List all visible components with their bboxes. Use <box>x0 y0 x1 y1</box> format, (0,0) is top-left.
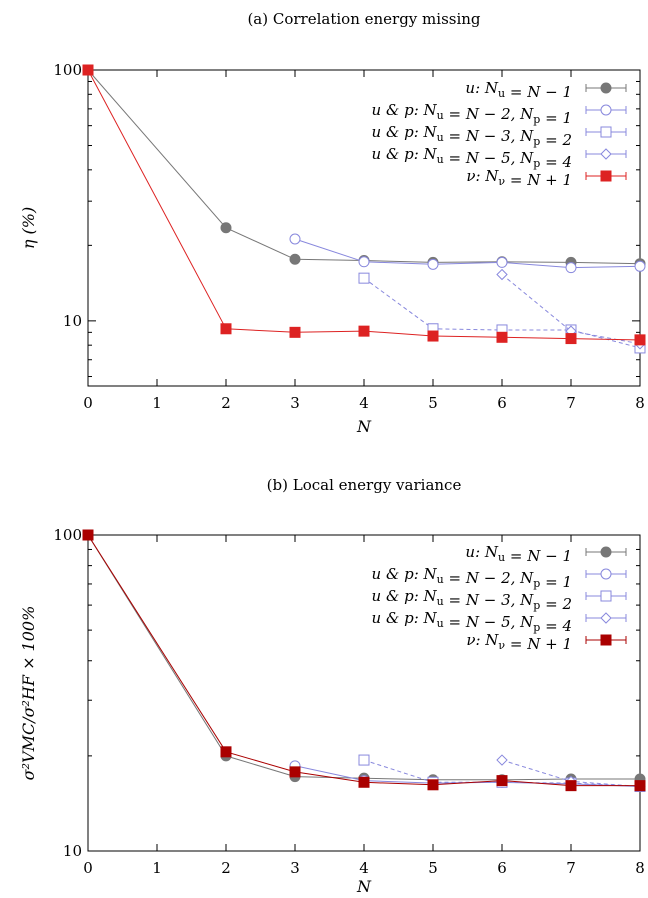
legend-marker <box>600 568 612 580</box>
chart-b-xlabel: N <box>356 877 372 896</box>
data-point <box>220 746 232 758</box>
x-tick-label: 0 <box>83 394 93 412</box>
data-point <box>358 272 370 284</box>
legend-marker <box>600 82 612 94</box>
chart-a-title: (a) Correlation energy missing <box>247 10 480 28</box>
series-line-1 <box>87 534 640 781</box>
chart-b-legend: u: Nu = N − 1u & p: Nu = N − 2, Np = 1u … <box>372 543 627 653</box>
chart-a-ylabel: η (%) <box>19 207 38 249</box>
x-tick-label: 2 <box>221 394 231 412</box>
chart-b-ticks: 0 1 2 3 4 5 6 7 8 10 100 <box>53 526 644 877</box>
data-point <box>427 330 439 342</box>
data-point <box>358 754 370 766</box>
x-tick-label: 7 <box>566 394 576 412</box>
legend-marker <box>600 546 612 558</box>
data-point <box>82 64 94 76</box>
x-tick-label: 6 <box>497 394 507 412</box>
series-line-5 <box>87 534 640 787</box>
series-line-1 <box>87 69 641 265</box>
data-point <box>289 233 301 245</box>
data-point <box>358 776 370 788</box>
legend-label: u & p: Nu = N − 3, Np = 2 <box>372 123 572 149</box>
data-point <box>358 325 370 337</box>
x-tick-label: 3 <box>290 859 300 877</box>
data-point <box>634 780 646 792</box>
chart-a-series <box>82 64 646 354</box>
y-tick-label: 100 <box>53 61 82 79</box>
legend-marker <box>600 126 612 138</box>
chart-a-xlabel: N <box>356 417 372 436</box>
y-tick-label: 100 <box>53 526 82 544</box>
legend-marker <box>600 148 612 160</box>
x-tick-label: 3 <box>290 394 300 412</box>
legend-marker <box>600 170 612 182</box>
legend-marker <box>600 612 612 624</box>
x-tick-label: 4 <box>359 394 369 412</box>
x-tick-label: 1 <box>152 394 162 412</box>
chart-panel-b: (b) Local energy variance 0 1 2 3 4 5 6 7 8 10 100… <box>19 476 646 896</box>
data-point <box>82 529 94 541</box>
data-point <box>289 253 301 265</box>
legend-label: u: Nu = N − 1 <box>465 79 572 101</box>
chart-a-ticks: 0 1 2 3 4 5 6 7 8 10 100 <box>53 61 644 412</box>
legend-label: u & p: Nu = N − 3, Np = 2 <box>372 587 572 613</box>
data-point <box>289 326 301 338</box>
x-tick-label: 5 <box>428 859 438 877</box>
data-point <box>220 222 232 234</box>
legend-marker <box>600 634 612 646</box>
x-tick-label: 7 <box>566 859 576 877</box>
chart-panel-a: (a) Correlation energy missing 0 1 2 3 4 5 6 7 8… <box>19 10 646 436</box>
x-tick-label: 8 <box>635 394 645 412</box>
series-line-2 <box>294 765 641 787</box>
data-point <box>565 333 577 345</box>
data-point <box>634 260 646 272</box>
x-tick-label: 1 <box>152 859 162 877</box>
data-point <box>565 780 577 792</box>
data-point <box>496 256 508 268</box>
legend-label: u & p: Nu = N − 5, Np = 4 <box>372 609 572 635</box>
legend-label: u & p: Nu = N − 5, Np = 4 <box>372 145 572 171</box>
chart-b-series <box>82 529 646 793</box>
x-tick-label: 6 <box>497 859 507 877</box>
x-tick-label: 8 <box>635 859 645 877</box>
data-point <box>427 779 439 791</box>
series-line-5 <box>87 69 641 341</box>
data-point <box>427 258 439 270</box>
data-point <box>289 766 301 778</box>
x-tick-label: 5 <box>428 394 438 412</box>
data-point <box>496 754 508 766</box>
legend-label: ν: Nν = N + 1 <box>466 631 572 653</box>
data-point <box>496 331 508 343</box>
data-point <box>496 268 508 281</box>
chart-b-title: (b) Local energy variance <box>267 476 462 494</box>
x-tick-label: 0 <box>83 859 93 877</box>
data-point <box>565 262 577 274</box>
y-tick-label: 10 <box>63 312 82 330</box>
y-tick-label: 10 <box>63 842 82 860</box>
data-point <box>634 334 646 346</box>
series-line-2 <box>294 238 641 269</box>
data-point <box>220 323 232 335</box>
legend-label: u & p: Nu = N − 2, Np = 1 <box>372 565 572 591</box>
legend-label: u & p: Nu = N − 2, Np = 1 <box>372 101 572 127</box>
legend-label: u: Nu = N − 1 <box>465 543 572 565</box>
x-tick-label: 4 <box>359 859 369 877</box>
data-point <box>358 256 370 268</box>
legend-marker <box>600 590 612 602</box>
x-tick-label: 2 <box>221 859 231 877</box>
chart-b-ylabel: σ²VMC/σ²HF × 100% <box>19 606 38 781</box>
data-point <box>496 775 508 787</box>
chart-a-legend: u: Nu = N − 1u & p: Nu = N − 2, Np = 1u … <box>372 79 627 189</box>
legend-label: ν: Nν = N + 1 <box>466 167 572 189</box>
legend-marker <box>600 104 612 116</box>
